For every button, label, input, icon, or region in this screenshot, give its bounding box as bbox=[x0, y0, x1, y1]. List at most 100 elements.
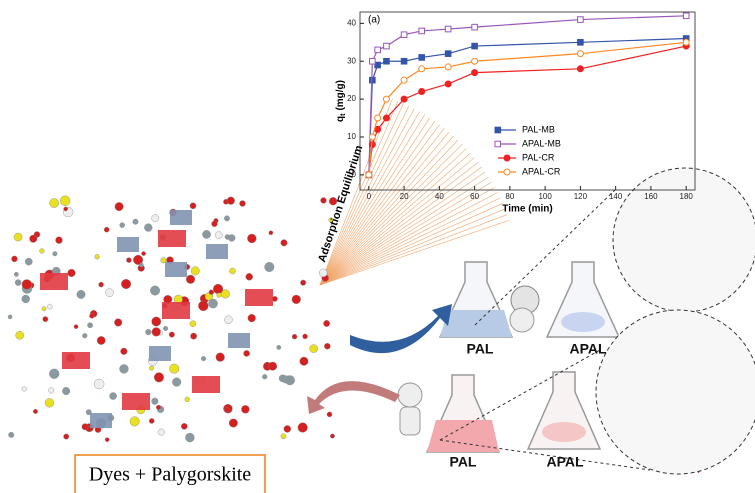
point bbox=[382, 95, 390, 103]
precipitate bbox=[542, 422, 586, 442]
atom bbox=[24, 257, 33, 266]
atom bbox=[190, 332, 197, 340]
fan-line bbox=[319, 214, 508, 286]
atom bbox=[133, 254, 144, 265]
fan-line bbox=[319, 117, 430, 286]
atom bbox=[264, 262, 275, 272]
atom bbox=[229, 267, 236, 275]
atom bbox=[89, 313, 95, 319]
atom bbox=[181, 423, 188, 430]
atom bbox=[55, 236, 63, 244]
atom bbox=[319, 268, 328, 278]
fan-line bbox=[319, 120, 435, 286]
atom bbox=[323, 320, 331, 327]
fan-line bbox=[319, 181, 492, 286]
atom bbox=[62, 387, 71, 396]
caption-box bbox=[74, 454, 266, 493]
atom bbox=[14, 279, 22, 286]
point bbox=[418, 88, 426, 96]
atom bbox=[151, 397, 159, 405]
atom bbox=[300, 279, 307, 286]
atom bbox=[239, 200, 246, 207]
fan-line bbox=[319, 124, 440, 286]
point bbox=[400, 57, 408, 65]
liquid bbox=[427, 420, 499, 452]
atom bbox=[202, 230, 211, 239]
fan-line bbox=[319, 187, 495, 286]
point bbox=[374, 114, 382, 122]
fan-line bbox=[319, 148, 467, 286]
atom bbox=[104, 437, 110, 442]
series-line bbox=[368, 37, 687, 175]
dye-block bbox=[149, 346, 171, 361]
point bbox=[444, 63, 452, 71]
atom bbox=[281, 375, 290, 384]
atom bbox=[224, 234, 231, 240]
atom bbox=[67, 268, 76, 277]
atom bbox=[148, 418, 155, 424]
atom bbox=[190, 266, 200, 276]
point bbox=[368, 133, 376, 141]
atom bbox=[328, 217, 334, 223]
atom bbox=[126, 257, 132, 263]
point bbox=[444, 80, 452, 88]
atom bbox=[163, 326, 169, 332]
dye-block bbox=[117, 237, 139, 252]
atom bbox=[33, 409, 38, 414]
atom bbox=[141, 251, 146, 256]
atom bbox=[39, 248, 45, 254]
atom bbox=[8, 431, 15, 438]
dye-block bbox=[245, 289, 273, 306]
atom bbox=[151, 214, 160, 222]
point bbox=[400, 76, 408, 84]
atom bbox=[272, 296, 278, 302]
atom bbox=[21, 279, 32, 290]
zoom-circle bbox=[595, 309, 755, 475]
atom bbox=[114, 202, 124, 212]
atom bbox=[268, 361, 278, 371]
x-tick-label: 120 bbox=[574, 192, 588, 201]
fan-line bbox=[319, 105, 410, 286]
atom bbox=[48, 387, 55, 394]
point bbox=[471, 69, 479, 77]
flask-label: PAL bbox=[450, 454, 477, 470]
atom bbox=[224, 315, 233, 324]
point bbox=[471, 23, 478, 31]
x-tick-label: 160 bbox=[644, 192, 658, 201]
fan-line bbox=[319, 114, 425, 286]
atom bbox=[247, 233, 257, 244]
atom bbox=[76, 290, 86, 299]
fan-line bbox=[319, 192, 498, 286]
flask-label: APAL bbox=[546, 454, 584, 470]
atom bbox=[153, 372, 164, 383]
atom bbox=[168, 331, 175, 338]
point bbox=[576, 65, 584, 73]
legend-label: APAL-CR bbox=[522, 166, 561, 176]
dye-block bbox=[90, 413, 112, 428]
point bbox=[400, 31, 408, 39]
fan-line bbox=[319, 208, 506, 286]
dye-block bbox=[122, 393, 150, 410]
atom bbox=[186, 274, 196, 284]
point bbox=[418, 54, 426, 61]
atom bbox=[172, 377, 182, 387]
atom bbox=[151, 327, 161, 337]
atom bbox=[129, 416, 140, 427]
point bbox=[576, 50, 584, 58]
atom bbox=[201, 356, 207, 362]
atom bbox=[29, 234, 38, 243]
atom bbox=[114, 318, 123, 327]
dye-block bbox=[206, 244, 228, 259]
atom bbox=[119, 222, 125, 228]
dye-block bbox=[170, 210, 192, 225]
atom bbox=[226, 196, 235, 205]
atom bbox=[243, 350, 250, 357]
dye-block bbox=[40, 273, 68, 290]
x-tick-label: 20 bbox=[400, 192, 409, 201]
fan-line bbox=[319, 197, 501, 286]
fan-line bbox=[319, 131, 450, 286]
x-tick-label: 60 bbox=[470, 192, 479, 201]
point bbox=[577, 16, 584, 23]
dye-block bbox=[228, 333, 250, 348]
atom bbox=[302, 333, 308, 340]
